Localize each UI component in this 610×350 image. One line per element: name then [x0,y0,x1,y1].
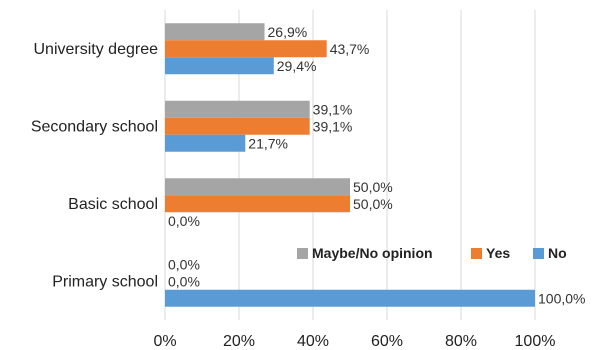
data-label: 43,7% [330,41,370,57]
bars [165,23,535,307]
category-label: Primary school [52,273,158,290]
data-label: 50,0% [353,196,393,212]
bar [165,195,350,213]
bar [165,134,246,152]
category-label: Secondary school [31,118,158,135]
data-label: 29,4% [277,58,317,74]
data-label: 21,7% [248,135,288,151]
legend-swatch [297,248,308,259]
data-label: 0,0% [168,213,200,229]
data-label: 0,0% [168,256,200,272]
bar [165,117,310,135]
data-labels: 26,9% 43,7% 29,4% 39,1%39,1% 21,7% 50,0%50,0%… [168,24,585,307]
x-axis-ticks: 0% 20% 40% 60% 80% 100% [153,333,555,350]
legend-label: Yes [486,245,510,261]
legend-swatch [471,248,482,259]
bar [165,23,265,41]
data-label: 39,1% [313,101,353,117]
legend-label: Maybe/No opinion [312,245,433,261]
x-tick-label: 0% [153,333,176,350]
data-label: 39,1% [313,118,353,134]
data-label: 50,0% [353,179,393,195]
bar [165,289,535,307]
bar [165,178,350,196]
x-tick-label: 20% [223,333,255,350]
bar [165,100,310,118]
category-labels: University degree Secondary school Basic s… [31,41,158,291]
x-tick-label: 80% [445,333,477,350]
data-label: 100,0% [538,290,585,306]
data-label: 0,0% [168,273,200,289]
data-label: 26,9% [268,24,308,40]
x-tick-label: 100% [515,333,556,350]
legend-label: No [548,245,567,261]
category-label: University degree [34,41,159,58]
x-tick-label: 60% [371,333,403,350]
category-label: Basic school [68,196,158,213]
bar [165,57,274,75]
legend: Maybe/No opinion Yes No [297,245,567,261]
bar [165,40,327,58]
x-tick-label: 40% [297,333,329,350]
legend-swatch [533,248,544,259]
